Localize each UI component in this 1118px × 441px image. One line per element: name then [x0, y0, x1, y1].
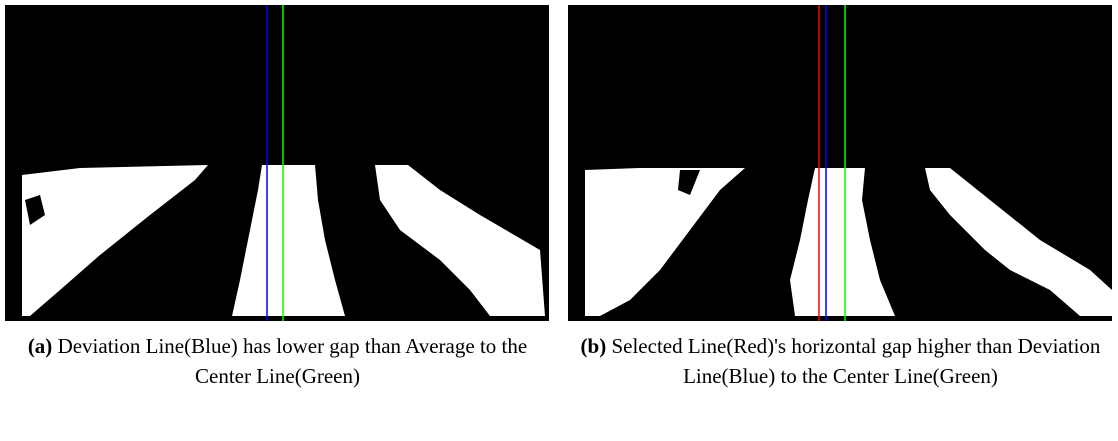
caption-text: Deviation Line(Blue) has lower gap than …	[58, 334, 528, 388]
figure-images	[0, 0, 1118, 330]
caption-a: (a) Deviation Line(Blue) has lower gap t…	[5, 331, 550, 391]
image-a	[5, 5, 549, 321]
page: (a) Deviation Line(Blue) has lower gap t…	[0, 0, 1118, 441]
caption-b: (b) Selected Line(Red)'s horizontal gap …	[568, 331, 1113, 391]
subfigure-label: (a)	[28, 334, 53, 358]
image-b	[568, 5, 1112, 321]
caption-text: Selected Line(Red)'s horizontal gap high…	[611, 334, 1100, 388]
subfigure-label: (b)	[581, 334, 607, 358]
